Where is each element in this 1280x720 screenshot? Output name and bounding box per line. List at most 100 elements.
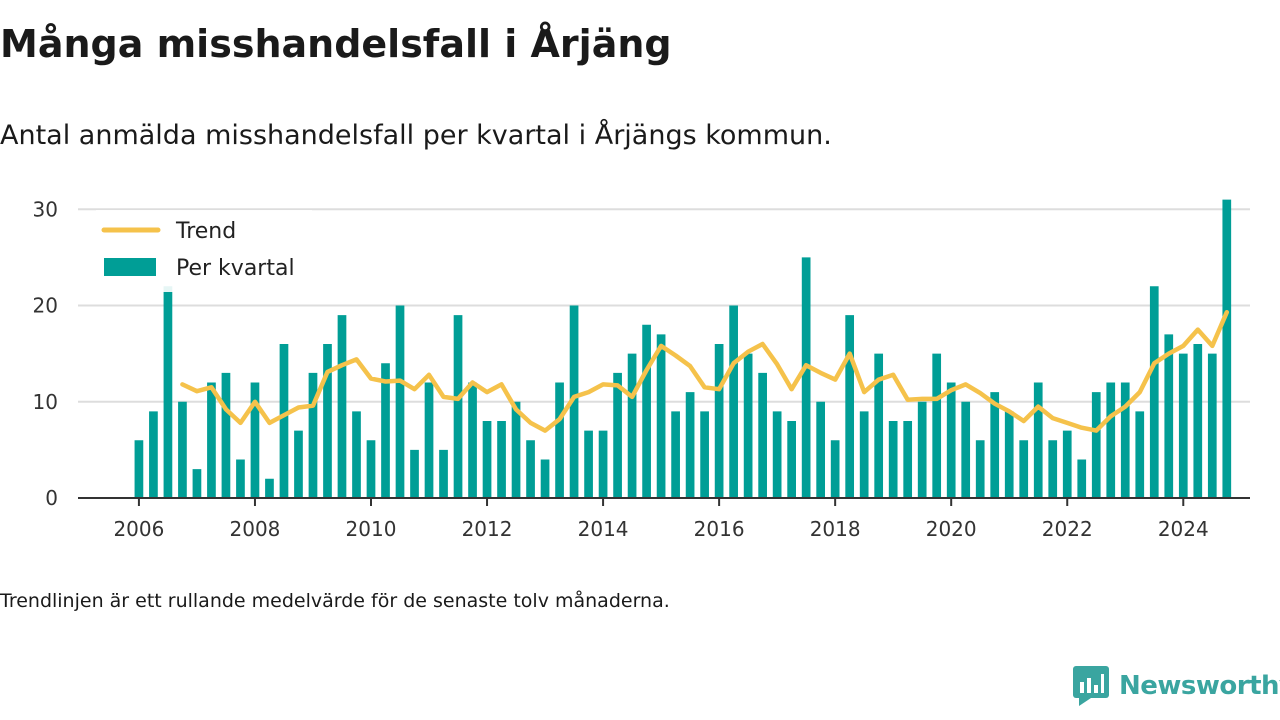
chart-subtitle: Antal anmälda misshandelsfall per kvarta… (0, 120, 832, 151)
x-tick-label: 2008 (230, 517, 281, 541)
bar (163, 286, 173, 498)
bar (381, 363, 390, 498)
bar (236, 459, 245, 498)
bar (1164, 334, 1174, 498)
bar (149, 411, 158, 498)
bar (685, 392, 695, 498)
bar (613, 372, 622, 498)
bar (207, 382, 216, 498)
bar (874, 353, 884, 498)
trend-line (180, 309, 1230, 433)
y-tick-label: 10 (33, 390, 58, 414)
bar (395, 305, 405, 498)
bar (540, 459, 550, 498)
chart-title: Många misshandelsfall i Årjäng (0, 22, 672, 66)
bar (569, 305, 579, 498)
bar (511, 401, 521, 498)
bar (1091, 392, 1101, 498)
x-tick-label: 2020 (926, 517, 977, 541)
bar (903, 421, 913, 498)
bar (656, 334, 666, 498)
bar (366, 440, 376, 498)
bar (975, 440, 985, 498)
bar (526, 440, 535, 498)
bar (584, 430, 593, 498)
bar (946, 382, 956, 498)
bar (990, 392, 1000, 498)
bar (555, 382, 564, 498)
legend-trend-label: Trend (175, 219, 236, 244)
bar (1149, 286, 1159, 498)
x-tick-label: 2012 (462, 517, 513, 541)
x-tick-label: 2022 (1042, 517, 1093, 541)
brand: Newsworthy (1073, 666, 1280, 706)
bar (961, 401, 971, 498)
bar (1048, 440, 1058, 498)
bar (642, 324, 651, 498)
bar (743, 353, 753, 498)
bar (178, 401, 187, 498)
bar (1077, 459, 1087, 498)
bar (1178, 353, 1188, 498)
axes: 0 10 20 30 2006 2008 2010 2012 2014 2016 2018 2020 2… (33, 197, 1250, 541)
brand-name: Newsworthy (1119, 671, 1280, 701)
x-tick-label: 2016 (694, 517, 745, 541)
bar (265, 478, 274, 498)
bar (859, 411, 869, 498)
bar (323, 344, 332, 498)
trend-series (180, 309, 1230, 433)
bar (816, 401, 826, 498)
bar (308, 372, 318, 498)
bar (787, 421, 796, 498)
legend-bar-swatch (104, 258, 156, 276)
legend: Trend Per kvartal (96, 210, 312, 292)
bar (932, 353, 942, 498)
bar (1120, 382, 1130, 498)
bar-series (134, 199, 1232, 498)
bar (1062, 430, 1072, 498)
bar (627, 353, 637, 498)
footnote: Trendlinjen är ett rullande medelvärde f… (0, 590, 670, 612)
bar (468, 382, 477, 498)
bar (700, 411, 709, 498)
bar (714, 344, 724, 498)
bar (801, 257, 811, 498)
bar (497, 421, 506, 498)
bar (337, 315, 347, 498)
bar (888, 421, 898, 498)
bar (917, 401, 927, 498)
bar (1207, 353, 1217, 498)
bar (830, 440, 840, 498)
bar (1004, 411, 1014, 498)
bar (729, 305, 738, 498)
x-tick-label: 2006 (113, 517, 164, 541)
bar (134, 440, 144, 498)
bar (352, 411, 361, 498)
bar (279, 344, 289, 498)
bar (1019, 440, 1029, 498)
bar (758, 372, 767, 498)
newsworthy-logo-icon (1073, 666, 1109, 706)
x-tick-label: 2018 (810, 517, 861, 541)
bar (410, 449, 419, 498)
bar (845, 315, 855, 498)
bar (482, 421, 492, 498)
y-tick-label: 20 (33, 294, 58, 318)
x-tick-label: 2024 (1158, 517, 1209, 541)
bar (424, 382, 434, 498)
y-tick-label: 30 (33, 197, 58, 221)
bar (192, 469, 202, 498)
bar (1193, 344, 1203, 498)
bar (1106, 382, 1116, 498)
legend-bar-label: Per kvartal (176, 256, 295, 281)
bar (439, 449, 448, 498)
x-tick-label: 2014 (578, 517, 629, 541)
bar (598, 430, 608, 498)
bar (221, 372, 231, 498)
bar (1222, 199, 1232, 498)
legend-background (96, 210, 312, 292)
x-tick-label: 2010 (346, 517, 397, 541)
bar (453, 315, 463, 498)
bar (1033, 382, 1043, 498)
